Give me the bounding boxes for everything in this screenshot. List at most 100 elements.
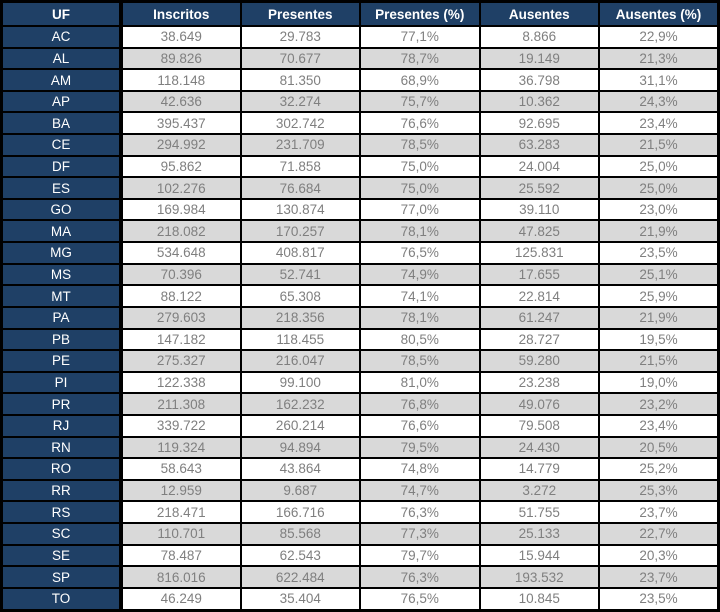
data-cell: 14.779 bbox=[478, 457, 600, 481]
data-cell: 42.636 bbox=[120, 89, 242, 114]
uf-cell: AP bbox=[0, 89, 123, 114]
data-cell: 169.984 bbox=[120, 197, 242, 222]
data-cell: 74,7% bbox=[359, 478, 481, 503]
column-header-inscritos: Inscritos bbox=[120, 0, 242, 27]
column-header-ausentes-pct: Ausentes (%) bbox=[598, 0, 720, 27]
data-cell: 23.238 bbox=[478, 370, 600, 395]
data-cell: 20,5% bbox=[598, 435, 720, 460]
data-cell: 10.845 bbox=[478, 586, 600, 612]
uf-cell: RR bbox=[0, 478, 123, 503]
data-cell: 31,1% bbox=[598, 68, 720, 92]
data-cell: 19.149 bbox=[478, 46, 600, 71]
uf-cell: RJ bbox=[0, 413, 123, 438]
data-cell: 85.568 bbox=[239, 522, 361, 546]
table-row: MT 88.122 65.308 74,1% 22.814 25,9% bbox=[0, 284, 720, 308]
data-cell: 61.247 bbox=[478, 305, 600, 330]
data-cell: 22.814 bbox=[478, 284, 600, 308]
data-cell: 49.076 bbox=[478, 392, 600, 416]
data-cell: 62.543 bbox=[239, 543, 361, 568]
table-row: AP 42.636 32.274 75,7% 10.362 24,3% bbox=[0, 89, 720, 114]
data-cell: 23,4% bbox=[598, 413, 720, 438]
data-cell: 28.727 bbox=[478, 327, 600, 352]
data-cell: 23,5% bbox=[598, 241, 720, 265]
data-cell: 25,2% bbox=[598, 457, 720, 481]
data-cell: 170.257 bbox=[239, 219, 361, 244]
data-cell: 211.308 bbox=[120, 392, 242, 416]
data-cell: 118.455 bbox=[239, 327, 361, 352]
table-row: AM 118.148 81.350 68,9% 36.798 31,1% bbox=[0, 68, 720, 92]
data-cell: 32.274 bbox=[239, 89, 361, 114]
data-cell: 76,5% bbox=[359, 586, 481, 612]
data-cell: 119.324 bbox=[120, 435, 242, 460]
uf-cell: DF bbox=[0, 154, 123, 179]
data-cell: 99.100 bbox=[239, 370, 361, 395]
data-cell: 52.741 bbox=[239, 262, 361, 287]
data-cell: 622.484 bbox=[239, 565, 361, 589]
data-cell: 75,0% bbox=[359, 154, 481, 179]
data-cell: 21,5% bbox=[598, 133, 720, 157]
data-cell: 23,4% bbox=[598, 111, 720, 136]
data-cell: 77,1% bbox=[359, 25, 481, 49]
data-cell: 12.959 bbox=[120, 478, 242, 503]
data-cell: 36.798 bbox=[478, 68, 600, 92]
data-cell: 75,0% bbox=[359, 176, 481, 200]
column-header-presentes: Presentes bbox=[239, 0, 361, 27]
table-row: RR 12.959 9.687 74,7% 3.272 25,3% bbox=[0, 478, 720, 503]
uf-cell: PI bbox=[0, 370, 123, 395]
table-row: GO 169.984 130.874 77,0% 39.110 23,0% bbox=[0, 197, 720, 222]
uf-cell: PR bbox=[0, 392, 123, 416]
data-cell: 63.283 bbox=[478, 133, 600, 157]
data-cell: 24,3% bbox=[598, 89, 720, 114]
data-cell: 25,0% bbox=[598, 176, 720, 200]
data-cell: 162.232 bbox=[239, 392, 361, 416]
data-cell: 21,3% bbox=[598, 46, 720, 71]
table-row: SE 78.487 62.543 79,7% 15.944 20,3% bbox=[0, 543, 720, 568]
data-cell: 218.356 bbox=[239, 305, 361, 330]
table-row: AL 89.826 70.677 78,7% 19.149 21,3% bbox=[0, 46, 720, 71]
uf-cell: MG bbox=[0, 241, 123, 265]
data-cell: 23,7% bbox=[598, 565, 720, 589]
data-cell: 102.276 bbox=[120, 176, 242, 200]
data-cell: 19,5% bbox=[598, 327, 720, 352]
uf-cell: BA bbox=[0, 111, 123, 136]
uf-cell: AC bbox=[0, 25, 123, 49]
table-row: CE 294.992 231.709 78,5% 63.283 21,5% bbox=[0, 133, 720, 157]
uf-cell: SC bbox=[0, 522, 123, 546]
data-cell: 130.874 bbox=[239, 197, 361, 222]
table-row: BA 395.437 302.742 76,6% 92.695 23,4% bbox=[0, 111, 720, 136]
column-header-uf: UF bbox=[0, 0, 123, 27]
data-cell: 125.831 bbox=[478, 241, 600, 265]
data-cell: 24.430 bbox=[478, 435, 600, 460]
data-cell: 92.695 bbox=[478, 111, 600, 136]
table-row: MG 534.648 408.817 76,5% 125.831 23,5% bbox=[0, 241, 720, 265]
table-header: UF Inscritos Presentes Presentes (%) Aus… bbox=[0, 0, 720, 27]
data-cell: 78,7% bbox=[359, 46, 481, 71]
uf-cell: MA bbox=[0, 219, 123, 244]
data-cell: 78,1% bbox=[359, 219, 481, 244]
data-cell: 46.249 bbox=[120, 586, 242, 612]
table-row: PI 122.338 99.100 81,0% 23.238 19,0% bbox=[0, 370, 720, 395]
data-cell: 78,1% bbox=[359, 305, 481, 330]
uf-cell: AL bbox=[0, 46, 123, 71]
data-cell: 110.701 bbox=[120, 522, 242, 546]
data-cell: 147.182 bbox=[120, 327, 242, 352]
data-cell: 75,7% bbox=[359, 89, 481, 114]
table-row: AC 38.649 29.783 77,1% 8.866 22,9% bbox=[0, 25, 720, 49]
data-cell: 78,5% bbox=[359, 349, 481, 373]
header-row: UF Inscritos Presentes Presentes (%) Aus… bbox=[0, 0, 720, 27]
data-cell: 81.350 bbox=[239, 68, 361, 92]
table-row: RO 58.643 43.864 74,8% 14.779 25,2% bbox=[0, 457, 720, 481]
table-row: SP 816.016 622.484 76,3% 193.532 23,7% bbox=[0, 565, 720, 589]
data-cell: 77,3% bbox=[359, 522, 481, 546]
table-row: PB 147.182 118.455 80,5% 28.727 19,5% bbox=[0, 327, 720, 352]
data-cell: 79,7% bbox=[359, 543, 481, 568]
data-cell: 25,3% bbox=[598, 478, 720, 503]
uf-cell: PE bbox=[0, 349, 123, 373]
table-row: MS 70.396 52.741 74,9% 17.655 25,1% bbox=[0, 262, 720, 287]
data-cell: 816.016 bbox=[120, 565, 242, 589]
data-cell: 77,0% bbox=[359, 197, 481, 222]
data-cell: 25,1% bbox=[598, 262, 720, 287]
data-cell: 294.992 bbox=[120, 133, 242, 157]
data-cell: 19,0% bbox=[598, 370, 720, 395]
